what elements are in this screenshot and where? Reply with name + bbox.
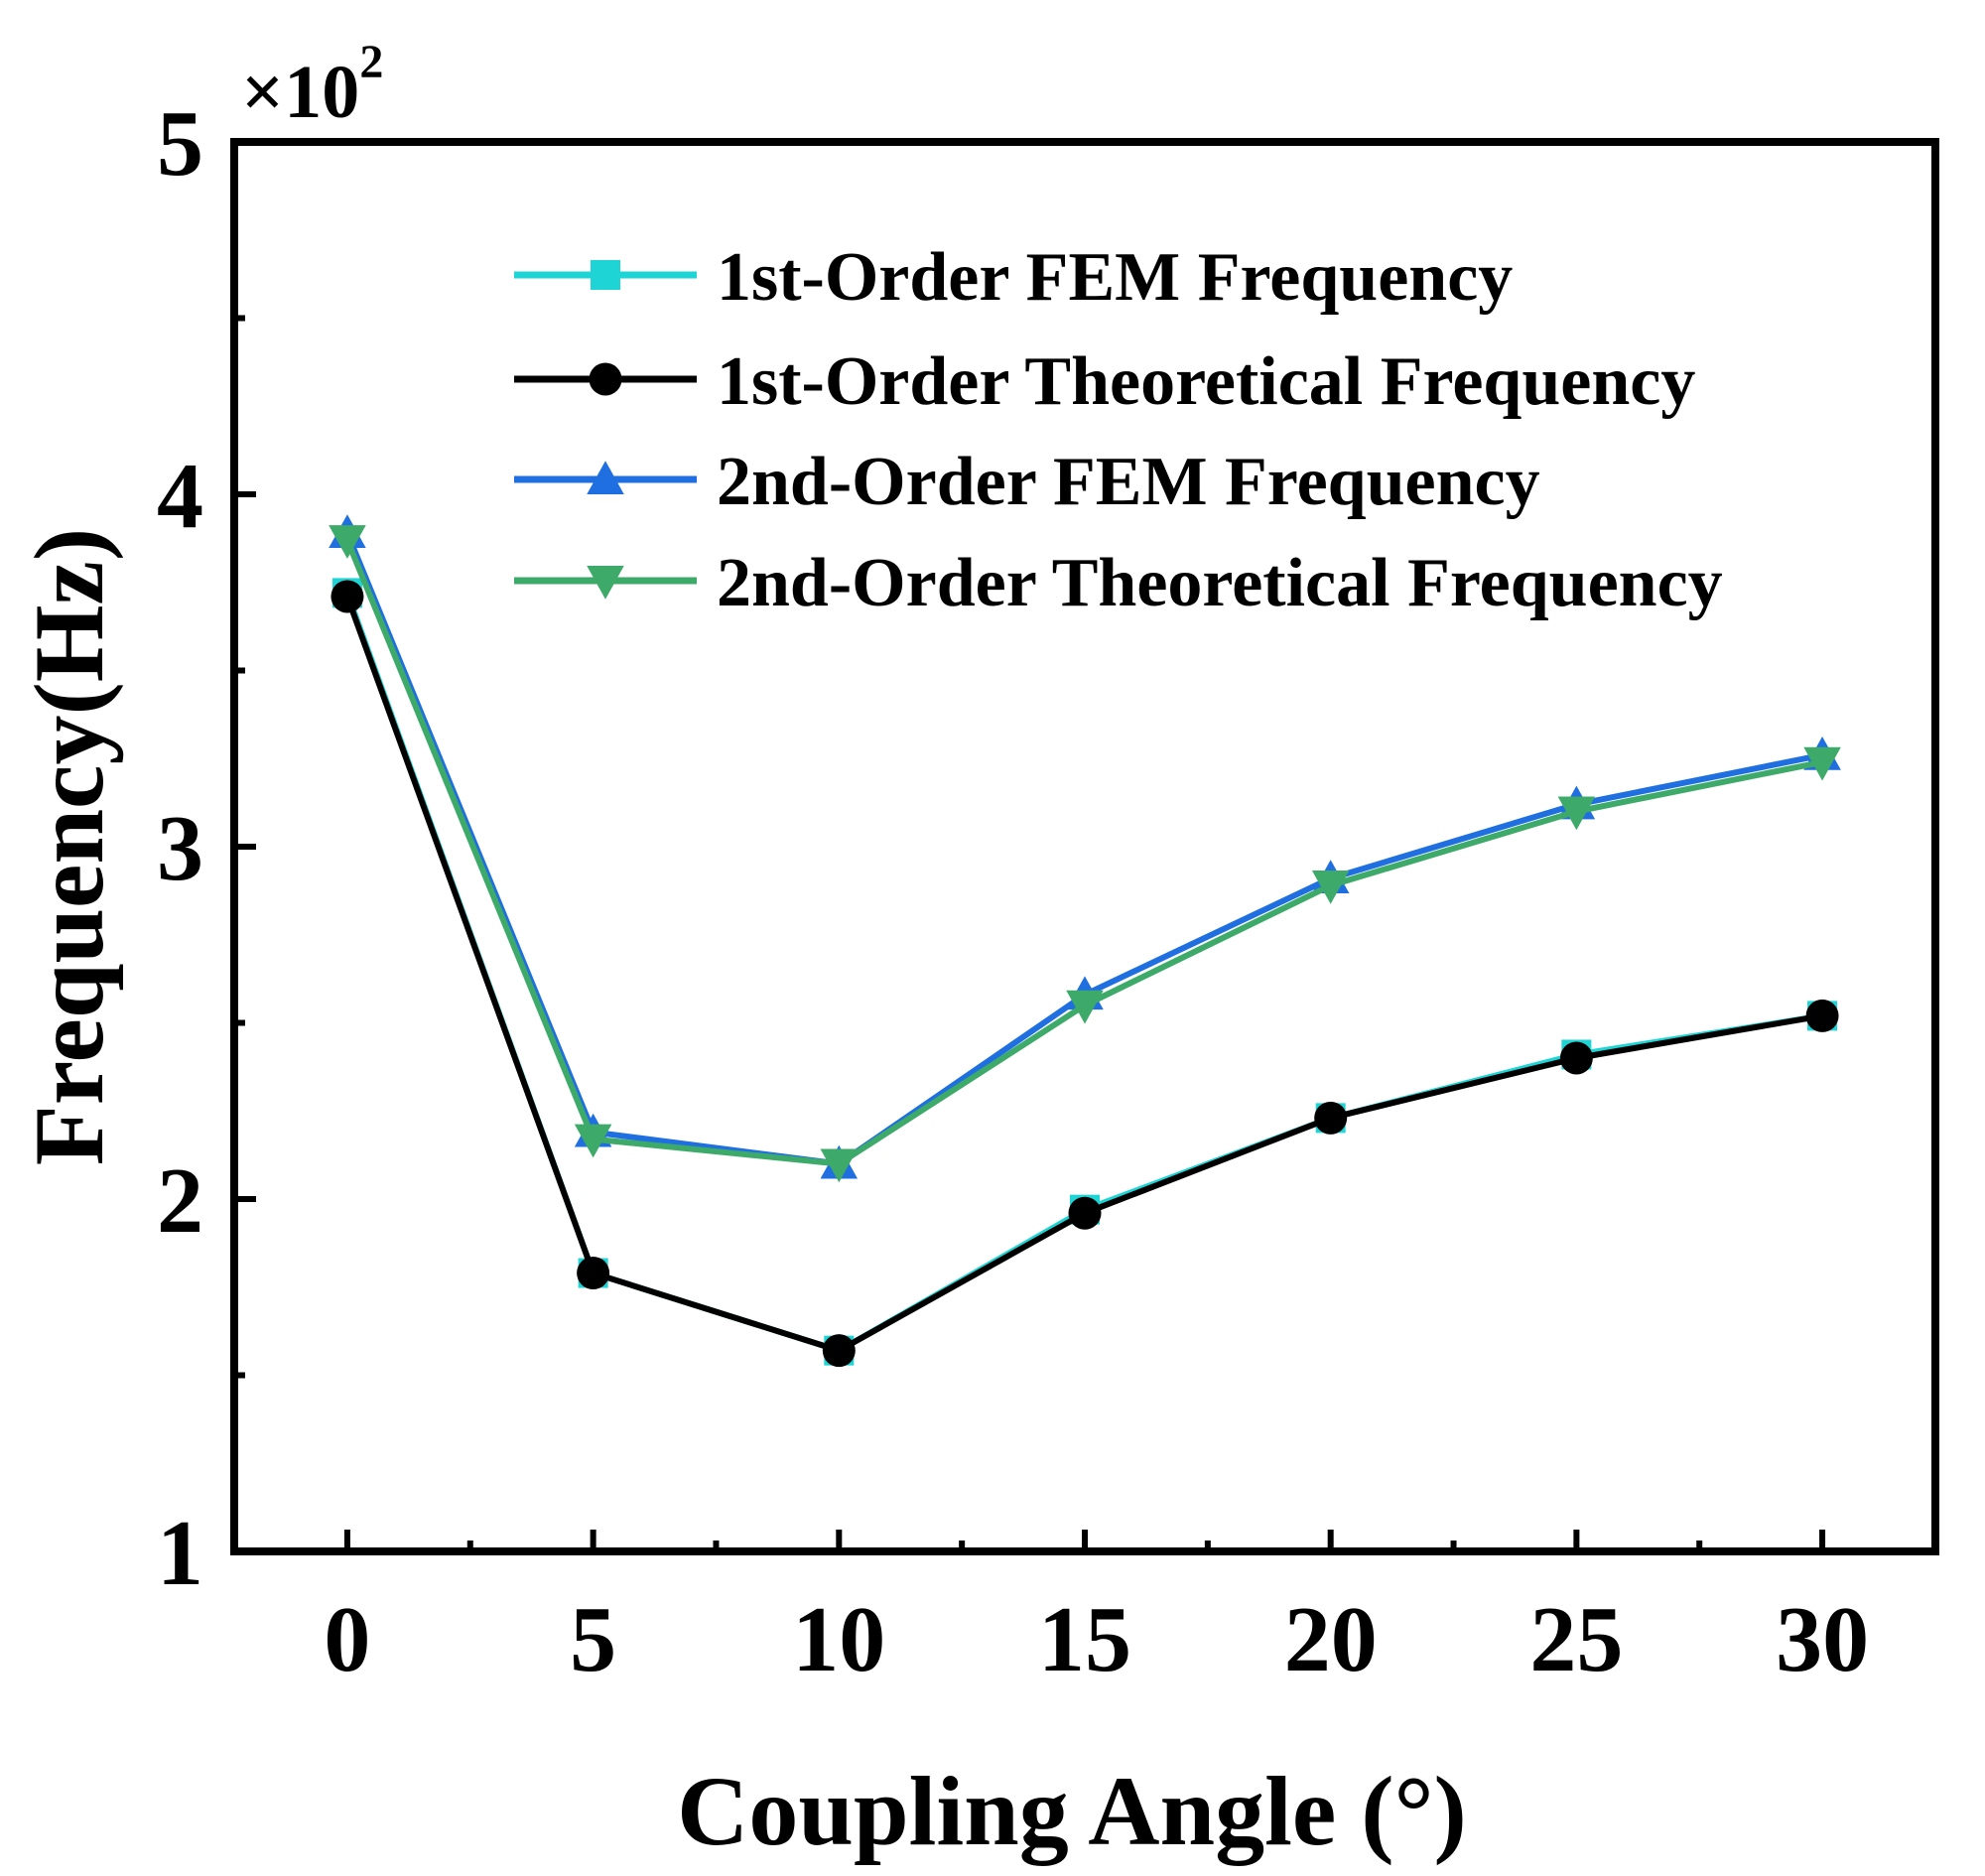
y-tick-label: 2 [157,1149,203,1253]
x-tick-label: 30 [1776,1588,1869,1691]
legend-marker [587,461,624,494]
legend-label: 1st-Order Theoretical Frequency [717,343,1695,420]
data-point [329,525,366,559]
legend-item: 1st-Order FEM Frequency [514,239,1513,316]
tick-layer: 0 5 10 15 20 25 30 1 2 3 4 5 [157,92,1869,1691]
y-multiplier: ×102 [241,36,383,134]
y-multiplier-base: ×10 [241,51,359,134]
data-point [820,1148,859,1183]
data-point [1557,796,1596,831]
data-point [577,1257,610,1290]
legend-label: 2nd-Order FEM Frequency [717,444,1540,520]
series-4 [329,525,1841,1183]
data-point [1066,990,1104,1024]
y-tick-label: 1 [157,1502,203,1605]
data-point [1559,1041,1593,1075]
data-point [1805,999,1839,1032]
x-tick-label: 10 [792,1588,885,1691]
y-tick-label: 5 [157,92,203,196]
series-1 [331,578,1838,1366]
legend-item: 2nd-Order Theoretical Frequency [514,545,1723,621]
series-line [344,531,1823,1167]
series-line [344,592,1823,1354]
legend: 1st-Order FEM Frequency 1st-Order Theoret… [514,239,1723,621]
data-point [822,1334,856,1368]
data-point [1803,746,1841,781]
series-layer [329,514,1841,1368]
legend-item: 1st-Order Theoretical Frequency [514,343,1695,420]
x-axis-title: Coupling Angle (°) [677,1756,1467,1866]
legend-label: 1st-Order FEM Frequency [717,239,1513,316]
data-point [574,1124,612,1158]
x-tick-label: 25 [1529,1588,1623,1691]
data-point [331,580,364,613]
y-tick-label: 4 [157,445,203,548]
legend-marker [591,260,620,290]
series-2 [331,580,1839,1368]
x-tick-label: 20 [1284,1588,1378,1691]
y-multiplier-exponent: 2 [359,36,383,88]
legend-marker [587,566,624,600]
legend-marker [589,362,622,396]
series-line [344,595,1823,1354]
x-tick-label: 5 [570,1588,616,1691]
y-axis-title: Frequency(Hz) [14,528,124,1165]
data-point [1314,1101,1348,1135]
x-tick-label: 0 [324,1588,370,1691]
data-point [1068,1196,1102,1230]
data-point [1311,871,1350,904]
legend-label: 2nd-Order Theoretical Frequency [717,545,1723,621]
x-tick-label: 15 [1038,1588,1131,1691]
legend-item: 2nd-Order FEM Frequency [514,444,1540,520]
y-tick-label: 3 [157,797,203,900]
